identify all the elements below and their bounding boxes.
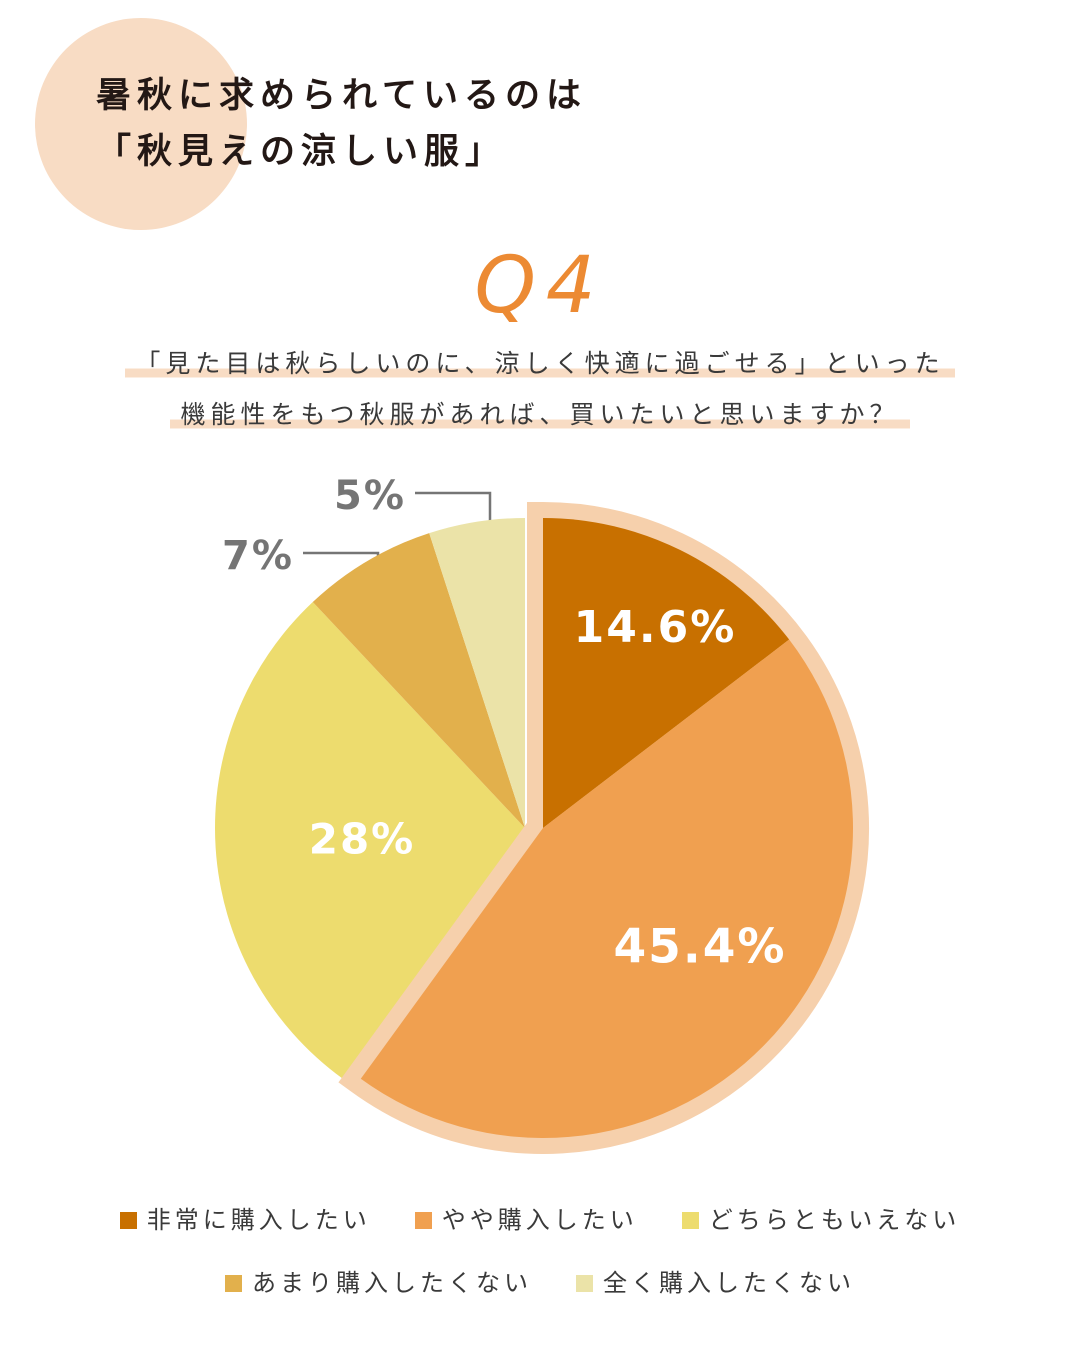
legend-item-very-likely: 非常に購入したい [119, 1200, 371, 1240]
question-text: 「見た目は秋らしいのに、涼しく快適に過ごせる」といった 機能性をもつ秋服があれば… [0, 346, 1080, 433]
label-7-pct: 7% [222, 533, 294, 579]
title-line-1: 暑秋に求められているのは [96, 76, 587, 116]
label-5-pct: 5% [334, 473, 406, 519]
legend-label-very-unlikely: 全く購入したくない [603, 1269, 855, 1297]
slice-very-likely [543, 518, 790, 828]
legend-label-somewhat-unlikely: あまり購入したくない [252, 1269, 532, 1297]
question-number: Q4 [474, 241, 606, 331]
label-28-pct: 28% [309, 815, 416, 864]
legend-item-somewhat-unlikely: あまり購入したくない [225, 1263, 532, 1303]
legend-item-somewhat-likely: やや購入したい [414, 1200, 638, 1240]
legend-swatch-somewhat-likely [414, 1211, 432, 1229]
legend-item-neutral: どちらともいえない [681, 1200, 961, 1240]
legend-label-very-likely: 非常に購入したい [146, 1206, 371, 1234]
slice-somewhat-likely [360, 639, 853, 1139]
legend-swatch-very-likely [119, 1211, 137, 1229]
legend-swatch-very-unlikely [576, 1274, 593, 1292]
pie-labels: 14.6% 45.4% 28% 7% 5% [222, 473, 786, 975]
slice-neutral [214, 602, 525, 1079]
pie-slices [214, 501, 869, 1154]
pie-chart: 14.6% 45.4% 28% 7% 5% [214, 473, 869, 1154]
title-line-2: 「秋見えの涼しい服」 [96, 132, 507, 172]
legend-row-2: あまり購入したくない 全く購入したくない [0, 1263, 1080, 1303]
question-line-2: 機能性をもつ秋服があれば、買いたいと思いますか？ [170, 397, 910, 433]
label-45-4-pct: 45.4% [613, 920, 786, 975]
legend-label-neutral: どちらともいえない [708, 1206, 961, 1234]
question-line-1: 「見た目は秋らしいのに、涼しく快適に過ごせる」といった [125, 346, 955, 382]
page-title: 暑秋に求められているのは 「秋見えの涼しい服」 [96, 68, 587, 180]
legend-row-1: 非常に購入したい やや購入したい どちらともいえない [0, 1200, 1080, 1240]
legend-label-somewhat-likely: やや購入したい [441, 1206, 638, 1234]
slice-very-unlikely [429, 518, 525, 828]
header-circle [35, 18, 247, 230]
legend-item-very-unlikely: 全く購入したくない [576, 1263, 855, 1303]
legend-swatch-somewhat-unlikely [225, 1274, 242, 1292]
legend-swatch-neutral [681, 1211, 699, 1229]
label-14-6-pct: 14.6% [574, 602, 737, 653]
slice-somewhat-unlikely [312, 533, 525, 828]
